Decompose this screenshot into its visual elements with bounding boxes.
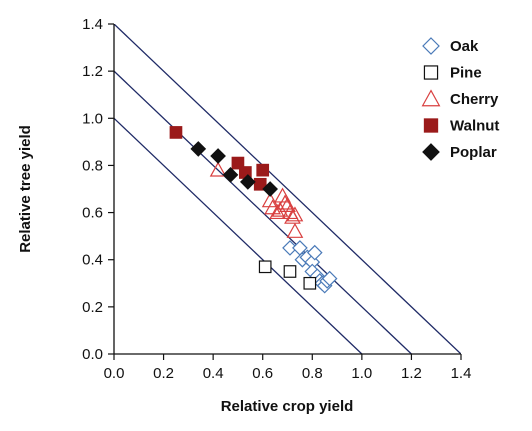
data-points xyxy=(169,126,338,294)
legend-walnut-label: Walnut xyxy=(450,118,499,135)
legend-oak-marker xyxy=(422,37,440,55)
y-axis-title: Relative tree yield xyxy=(17,125,34,253)
cherry-point xyxy=(279,196,296,212)
cherry-point xyxy=(276,194,294,210)
y-tick-label: 0.8 xyxy=(82,157,103,174)
walnut-point xyxy=(231,156,245,170)
x-tick-label: 1.0 xyxy=(351,365,372,382)
y-tick-label: 1.0 xyxy=(82,110,103,127)
x-tick-label: 0.6 xyxy=(252,365,273,382)
cherry-point xyxy=(261,192,279,208)
y-tick-label: 1.4 xyxy=(82,16,103,33)
cherry-point xyxy=(286,206,304,222)
legend-poplar-marker xyxy=(422,143,440,161)
oak-point xyxy=(321,270,338,287)
reference-line-2 xyxy=(114,70,412,354)
pine-point xyxy=(258,260,272,274)
legend-oak-label: Oak xyxy=(450,38,479,55)
poplar-point xyxy=(210,148,226,164)
reference-lines xyxy=(114,24,461,354)
pine-point xyxy=(303,276,317,290)
y-tick-label: 0.4 xyxy=(82,252,103,269)
legend-pine-marker xyxy=(423,65,439,80)
legend-pine-label: Pine xyxy=(450,65,482,82)
cherry-point xyxy=(286,222,304,238)
poplar-point xyxy=(190,141,207,157)
x-tick-label: 0.4 xyxy=(203,365,224,382)
legend-poplar-label: Poplar xyxy=(450,144,497,161)
cherry-point xyxy=(284,208,301,224)
legend-walnut-marker xyxy=(423,118,439,133)
ticks: 0.0 0.2 0.4 0.6 0.8 1.0 1.2 1.4 0.0 0.2 0.4 0.6 0.8 1… xyxy=(82,16,471,382)
poplar-point xyxy=(239,174,256,190)
y-tick-label: 1.2 xyxy=(82,63,103,80)
x-tick-label: 0.0 xyxy=(104,365,125,382)
oak-point xyxy=(306,244,323,261)
y-tick-label: 0.6 xyxy=(82,205,103,222)
reference-line-1 xyxy=(114,117,363,354)
poplar-point xyxy=(222,167,239,183)
walnut-point xyxy=(256,163,270,177)
poplar-point xyxy=(262,181,278,197)
x-axis-title: Relative crop yield xyxy=(221,398,354,415)
x-tick-label: 0.8 xyxy=(302,365,323,382)
x-tick-label: 1.2 xyxy=(401,365,422,382)
walnut-point xyxy=(253,177,267,191)
x-tick-label: 0.2 xyxy=(153,365,174,382)
cherry-point xyxy=(274,187,291,203)
axes xyxy=(113,24,461,355)
legend: Oak Pine Cherry Walnut Poplar xyxy=(421,37,499,161)
reference-line-3 xyxy=(114,24,461,354)
pine-point xyxy=(283,265,297,278)
walnut-point xyxy=(169,126,183,139)
x-tick-label: 1.4 xyxy=(451,365,472,382)
y-tick-label: 0.0 xyxy=(82,346,103,363)
y-tick-label: 0.2 xyxy=(82,299,103,316)
cherry-point xyxy=(209,161,227,177)
legend-cherry-marker xyxy=(421,89,441,107)
legend-cherry-label: Cherry xyxy=(450,91,499,108)
